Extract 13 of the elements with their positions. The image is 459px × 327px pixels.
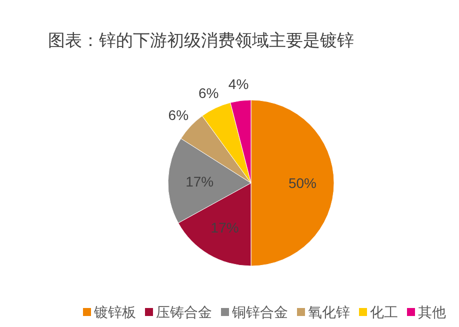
- legend-label: 氧化锌: [308, 304, 350, 320]
- legend-label: 其他: [418, 304, 446, 320]
- legend-label: 铜锌合金: [231, 304, 288, 320]
- data-label: 6%: [198, 84, 219, 101]
- data-label: 4%: [228, 76, 249, 92]
- data-label: 50%: [288, 175, 316, 191]
- chart-title: 图表：锌的下游初级消费领域主要是镀锌: [48, 31, 354, 50]
- data-label: 17%: [210, 219, 239, 236]
- legend-label: 压铸合金: [156, 304, 212, 320]
- legend-label: 化工: [370, 304, 398, 320]
- data-label: 6%: [168, 106, 189, 123]
- legend-label: 镀锌板: [93, 304, 136, 320]
- data-label: 17%: [186, 173, 214, 190]
